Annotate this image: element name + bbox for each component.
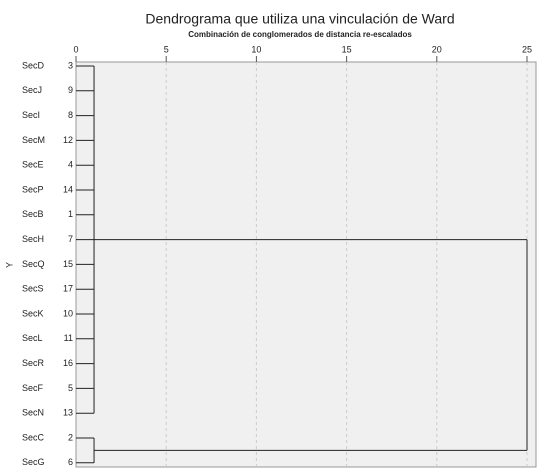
leaf-label: SecP xyxy=(22,184,44,194)
leaf-label: SecS xyxy=(22,284,44,294)
case-number: 16 xyxy=(63,358,73,368)
case-number: 17 xyxy=(63,284,73,294)
case-number: 9 xyxy=(68,85,73,95)
case-number: 5 xyxy=(68,383,73,393)
case-number: 10 xyxy=(63,308,73,318)
case-number: 13 xyxy=(63,408,73,418)
leaf-label: SecL xyxy=(22,333,43,343)
case-number: 3 xyxy=(68,60,73,70)
plot-area xyxy=(75,61,537,468)
x-tick-label: 15 xyxy=(342,44,352,54)
x-tick-label: 5 xyxy=(164,44,169,54)
case-number: 15 xyxy=(63,259,73,269)
case-number: 14 xyxy=(63,184,73,194)
leaf-label: SecJ xyxy=(22,85,42,95)
x-tick-label: 20 xyxy=(432,44,442,54)
leaf-label: SecI xyxy=(22,110,40,120)
case-number: 4 xyxy=(68,160,73,170)
leaf-label: SecN xyxy=(22,408,44,418)
y-axis-label: Y xyxy=(4,262,14,268)
leaf-label: SecH xyxy=(22,234,44,244)
leaf-label: SecC xyxy=(22,432,45,442)
leaf-label: SecF xyxy=(22,383,44,393)
leaf-label: SecK xyxy=(22,308,44,318)
leaf-label: SecQ xyxy=(22,259,45,269)
leaf-label: SecB xyxy=(22,209,44,219)
case-number: 7 xyxy=(68,234,73,244)
chart-subtitle: Combinación de conglomerados de distanci… xyxy=(188,30,412,39)
leaf-label: SecR xyxy=(22,358,45,368)
leaf-label: SecE xyxy=(22,160,44,170)
case-number: 1 xyxy=(68,209,73,219)
leaf-label: SecD xyxy=(22,60,45,70)
leaf-label: SecG xyxy=(22,457,45,467)
case-number: 12 xyxy=(63,135,73,145)
x-tick-label: 0 xyxy=(73,44,78,54)
case-number: 6 xyxy=(68,457,73,467)
x-tick-label: 10 xyxy=(251,44,261,54)
x-tick-label: 25 xyxy=(522,44,532,54)
leaf-label: SecM xyxy=(22,135,45,145)
case-number: 8 xyxy=(68,110,73,120)
case-number: 11 xyxy=(64,333,73,343)
chart-title: Dendrograma que utiliza una vinculación … xyxy=(145,11,454,27)
case-number: 2 xyxy=(68,432,73,442)
